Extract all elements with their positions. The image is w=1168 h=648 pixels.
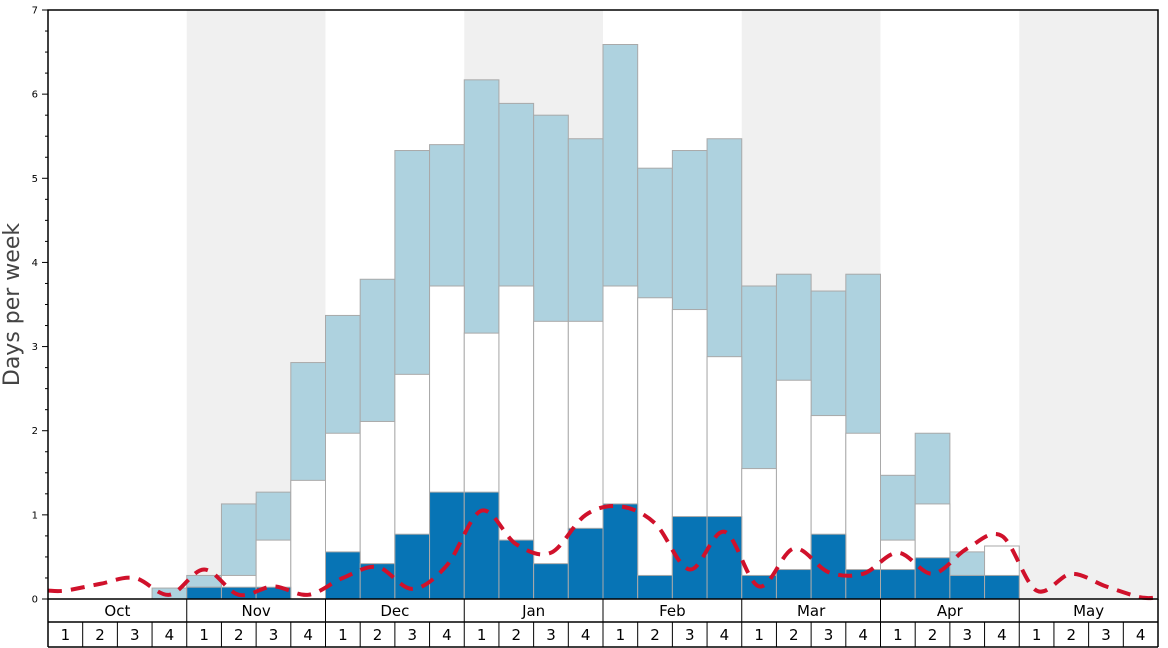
y-tick-label: 7 <box>32 6 38 17</box>
y-axis-label: Days per week <box>0 223 25 386</box>
y-tick-label: 5 <box>32 174 38 185</box>
dark-bar-20 <box>706 516 743 600</box>
month-band-may <box>1019 10 1158 599</box>
week-label: 3 <box>824 626 834 644</box>
y-tick-label: 6 <box>32 90 38 101</box>
dark-bar-28 <box>984 574 1020 600</box>
week-label: 3 <box>962 626 972 644</box>
y-axis: 0 1 2 3 4 5 6 7 <box>32 6 48 606</box>
dark-bar-26 <box>914 557 951 600</box>
y-tick-label: 1 <box>32 510 38 521</box>
dark-bar-25 <box>880 569 916 600</box>
week-label: 4 <box>442 626 452 644</box>
week-label: 1 <box>477 626 487 644</box>
week-label: 3 <box>685 626 695 644</box>
dark-bar-18 <box>637 574 673 600</box>
dark-bar-9 <box>325 551 361 600</box>
week-label: 3 <box>130 626 140 644</box>
dark-bar-16 <box>567 527 604 600</box>
week-label: 1 <box>893 626 903 644</box>
week-label: 2 <box>650 626 660 644</box>
y-tick-label: 3 <box>32 342 38 353</box>
month-label-feb: Feb <box>659 602 686 620</box>
week-label: 4 <box>1136 626 1146 644</box>
dark-bar-22 <box>775 569 812 600</box>
week-label: 2 <box>789 626 799 644</box>
week-label: 2 <box>928 626 938 644</box>
x-axis: Oct 1 2 3 4 Nov 1 2 3 4 Dec 1 2 3 4 Jan 1 2 3 4 Feb 1 2 3 4 Mar 1 2… <box>47 599 1159 648</box>
week-label: 1 <box>199 626 209 644</box>
week-label: 4 <box>997 626 1007 644</box>
week-label: 1 <box>61 626 71 644</box>
month-label-dec: Dec <box>380 602 409 620</box>
week-label: 3 <box>1101 626 1111 644</box>
dark-bar-17 <box>602 503 639 600</box>
dark-bar-15 <box>533 563 569 600</box>
week-label: 4 <box>720 626 730 644</box>
week-label: 4 <box>165 626 175 644</box>
week-label: 2 <box>1067 626 1077 644</box>
dark-bar-5 <box>186 586 222 600</box>
y-tick-label: 0 <box>32 595 38 606</box>
week-label: 1 <box>338 626 348 644</box>
y-tick-label: 4 <box>32 258 38 269</box>
month-label-mar: Mar <box>797 602 826 620</box>
month-label-oct: Oct <box>104 602 130 620</box>
week-label: 1 <box>616 626 626 644</box>
white-bar-8 <box>290 479 326 600</box>
week-label: 3 <box>269 626 279 644</box>
month-label-nov: Nov <box>241 602 270 620</box>
week-label: 2 <box>95 626 105 644</box>
week-label: 2 <box>512 626 522 644</box>
month-label-jan: Jan <box>521 602 545 620</box>
month-label-apr: Apr <box>937 602 964 620</box>
week-label: 1 <box>754 626 764 644</box>
dark-bar-13 <box>463 491 500 600</box>
week-label: 4 <box>858 626 868 644</box>
month-label-may: May <box>1073 602 1104 620</box>
dark-bar-23 <box>810 533 847 600</box>
week-label: 1 <box>1032 626 1042 644</box>
y-tick-label: 2 <box>32 426 38 437</box>
week-label: 4 <box>303 626 313 644</box>
white-bar-15 <box>533 320 569 600</box>
trend-line <box>47 504 1159 601</box>
week-label: 2 <box>234 626 244 644</box>
week-label: 3 <box>407 626 417 644</box>
dark-bar-27 <box>949 574 986 600</box>
week-label: 2 <box>373 626 383 644</box>
white-bar-22 <box>775 379 812 600</box>
white-bar-18 <box>637 297 673 600</box>
week-label: 4 <box>581 626 591 644</box>
week-label: 3 <box>546 626 556 644</box>
